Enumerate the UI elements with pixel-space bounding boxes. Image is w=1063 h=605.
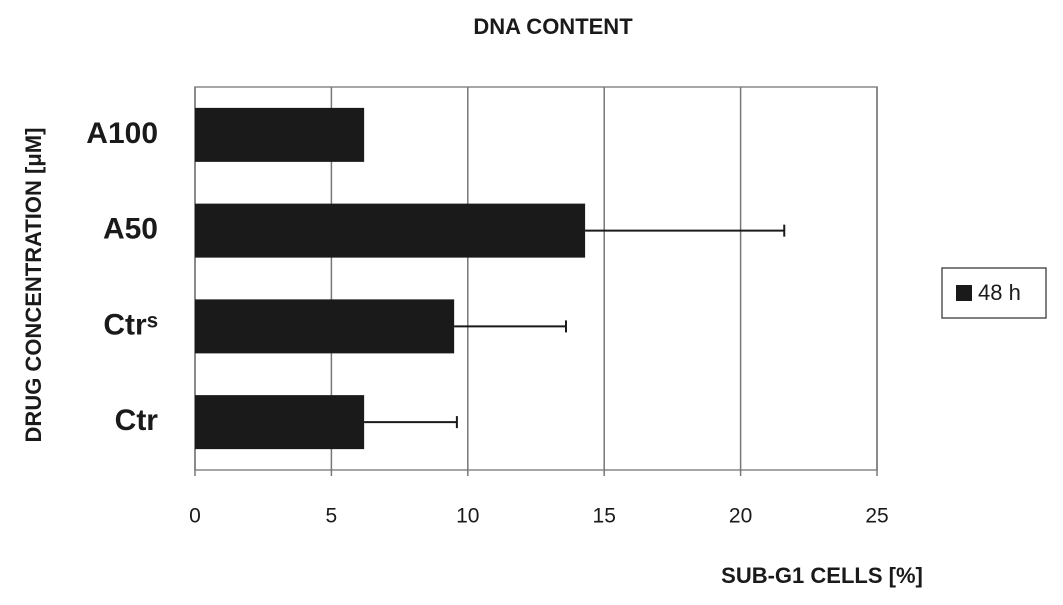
legend-label: 48 h xyxy=(978,280,1021,305)
y-tick-label: A50 xyxy=(103,213,158,246)
y-tick-label: A100 xyxy=(86,117,158,150)
bar xyxy=(195,107,365,162)
x-tick-label: 15 xyxy=(593,505,616,528)
x-tick-label: 10 xyxy=(456,505,479,528)
x-axis-label: SUB-G1 CELLS [%] xyxy=(721,563,923,588)
y-tick-label: Ctrˢ xyxy=(103,308,158,341)
y-axis-label: DRUG CONCENTRATION [μM] xyxy=(21,128,46,443)
legend-swatch xyxy=(956,285,972,301)
bar xyxy=(195,395,365,450)
x-tick-label: 20 xyxy=(729,505,752,528)
error-bar xyxy=(585,224,786,237)
bar xyxy=(195,203,586,258)
error-bar xyxy=(364,416,458,429)
x-tick-label: 25 xyxy=(865,505,888,528)
chart-title: DNA CONTENT xyxy=(473,14,633,39)
error-bar xyxy=(454,320,568,333)
x-tick-label: 5 xyxy=(326,505,338,528)
x-tick-label: 0 xyxy=(189,505,201,528)
y-tick-label: Ctr xyxy=(115,404,159,437)
bar xyxy=(195,299,455,354)
